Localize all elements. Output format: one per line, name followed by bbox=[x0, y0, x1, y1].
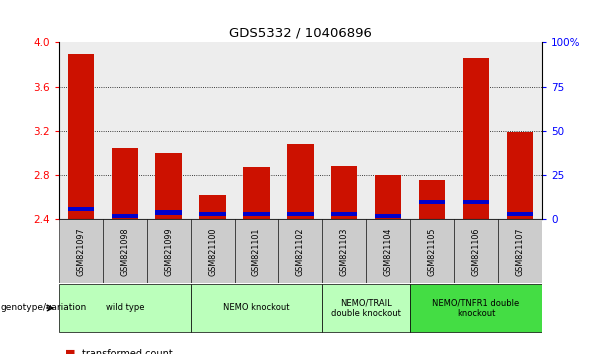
Bar bbox=[331, 166, 358, 219]
Bar bbox=[498, 42, 542, 219]
Bar bbox=[366, 42, 410, 219]
Bar bbox=[147, 42, 191, 219]
Bar bbox=[243, 167, 270, 219]
Bar bbox=[59, 219, 103, 283]
Text: NEMO/TNFR1 double
knockout: NEMO/TNFR1 double knockout bbox=[432, 298, 519, 318]
Bar bbox=[111, 214, 138, 218]
Bar bbox=[375, 214, 401, 218]
Bar bbox=[68, 207, 94, 211]
Text: GSM821102: GSM821102 bbox=[296, 227, 305, 276]
Text: GSM821097: GSM821097 bbox=[77, 227, 85, 276]
Text: wild type: wild type bbox=[105, 303, 144, 313]
Text: GSM821103: GSM821103 bbox=[340, 227, 349, 275]
Bar bbox=[191, 284, 322, 332]
Text: ■: ■ bbox=[65, 349, 79, 354]
Text: GSM821107: GSM821107 bbox=[515, 227, 524, 276]
Bar bbox=[322, 42, 366, 219]
Text: GSM821106: GSM821106 bbox=[472, 227, 481, 275]
Text: genotype/variation: genotype/variation bbox=[1, 303, 87, 313]
Bar bbox=[419, 200, 445, 204]
Text: GSM821100: GSM821100 bbox=[208, 227, 217, 275]
Bar bbox=[322, 284, 410, 332]
Bar bbox=[59, 284, 191, 332]
Text: GSM821104: GSM821104 bbox=[383, 227, 393, 275]
Bar bbox=[463, 200, 489, 204]
Bar bbox=[279, 219, 322, 283]
Title: GDS5332 / 10406896: GDS5332 / 10406896 bbox=[229, 27, 372, 40]
Bar bbox=[287, 144, 313, 219]
Text: transformed count: transformed count bbox=[82, 349, 173, 354]
Bar bbox=[287, 212, 313, 216]
Text: GSM821105: GSM821105 bbox=[428, 227, 436, 276]
Bar bbox=[463, 58, 489, 219]
Bar bbox=[234, 219, 279, 283]
Bar bbox=[147, 219, 191, 283]
Bar bbox=[454, 42, 498, 219]
Bar bbox=[410, 219, 454, 283]
Text: GSM821099: GSM821099 bbox=[164, 227, 173, 276]
Text: NEMO/TRAIL
double knockout: NEMO/TRAIL double knockout bbox=[332, 298, 401, 318]
Bar bbox=[410, 42, 454, 219]
Bar bbox=[243, 212, 270, 216]
Bar bbox=[191, 42, 234, 219]
Bar bbox=[200, 195, 226, 219]
Bar bbox=[279, 42, 322, 219]
Text: NEMO knockout: NEMO knockout bbox=[223, 303, 290, 313]
Bar bbox=[103, 42, 147, 219]
Bar bbox=[103, 219, 147, 283]
Bar bbox=[68, 53, 94, 219]
Text: GSM821101: GSM821101 bbox=[252, 227, 261, 275]
Bar bbox=[155, 153, 182, 219]
Bar bbox=[366, 219, 410, 283]
Bar bbox=[419, 180, 445, 219]
Bar bbox=[331, 212, 358, 216]
Bar bbox=[322, 219, 366, 283]
Bar bbox=[507, 212, 533, 216]
Bar bbox=[454, 219, 498, 283]
Bar bbox=[59, 42, 103, 219]
Bar bbox=[155, 210, 182, 215]
Bar bbox=[191, 219, 234, 283]
Bar bbox=[410, 284, 542, 332]
Bar bbox=[200, 212, 226, 216]
Text: GSM821098: GSM821098 bbox=[120, 227, 129, 276]
Bar bbox=[111, 148, 138, 219]
Bar bbox=[375, 175, 401, 219]
Bar bbox=[234, 42, 279, 219]
Bar bbox=[498, 219, 542, 283]
Bar bbox=[507, 132, 533, 219]
